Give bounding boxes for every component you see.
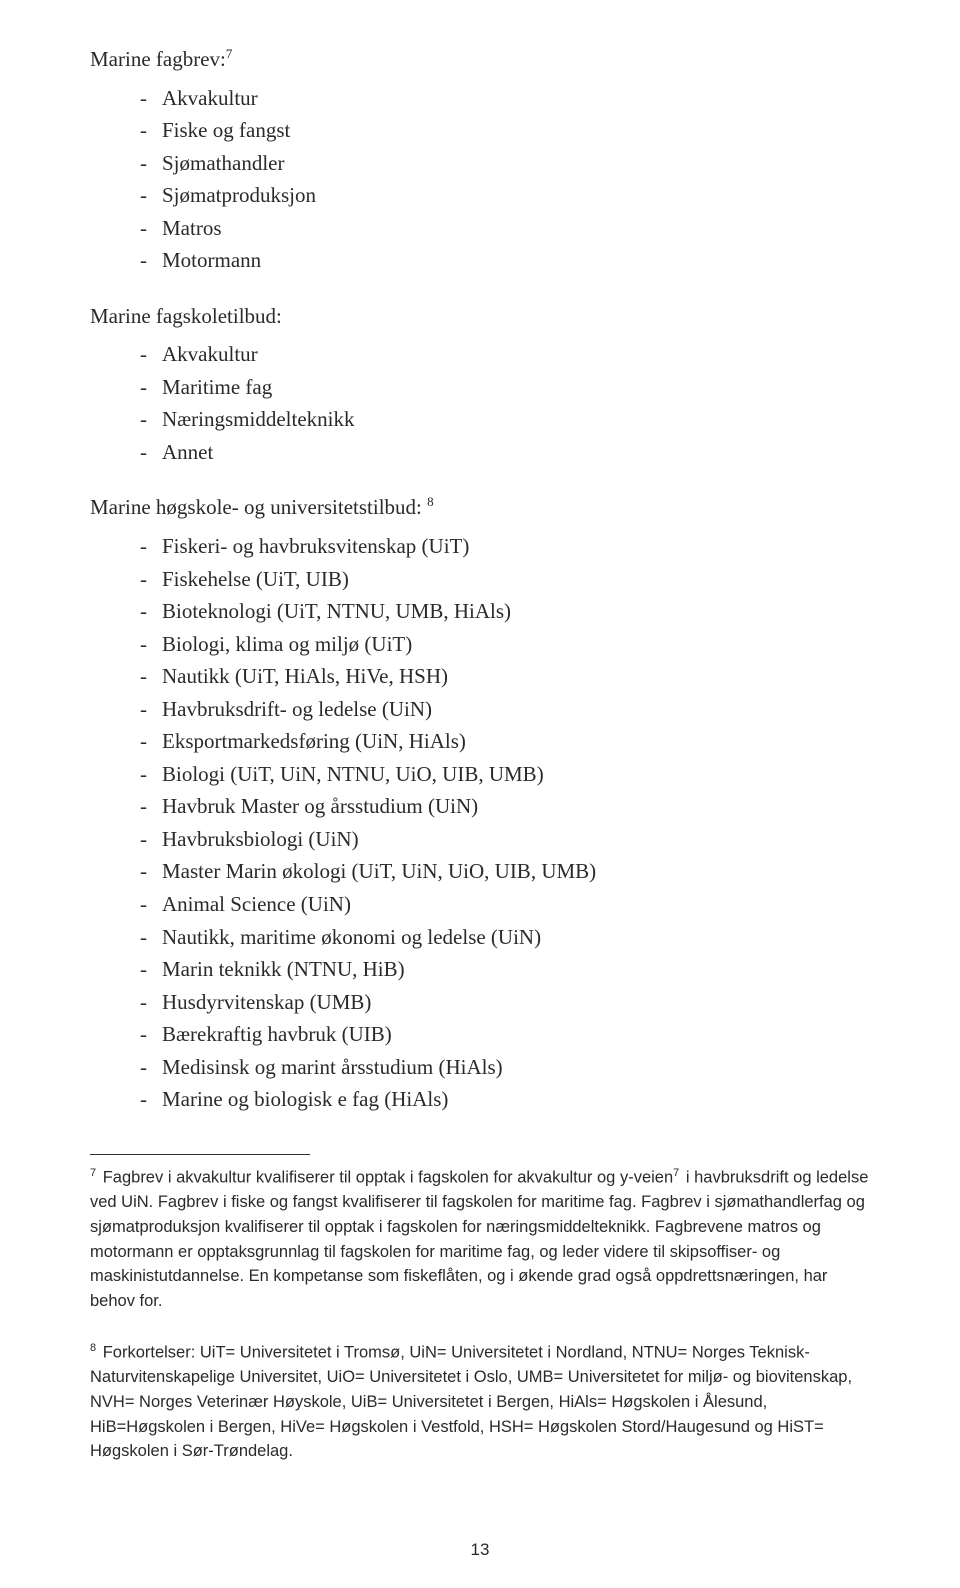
list-item: Havbruksdrift- og ledelse (UiN) [140, 693, 870, 726]
list-item-text: Maritime fag [162, 375, 272, 399]
section3-heading: Marine høgskole- og universitetstilbud: … [90, 492, 870, 524]
list-item: Fiskehelse (UiT, UIB) [140, 563, 870, 596]
list-item-text: Fiske og fangst [162, 118, 290, 142]
list-item: Maritime fag [140, 371, 870, 404]
footnote-7-inline-sup: 7 [673, 1167, 679, 1179]
section3-heading-text: Marine høgskole- og universitetstilbud: [90, 495, 427, 519]
section3-heading-sup: 8 [427, 494, 434, 509]
list-item-text: Eksportmarkedsføring (UiN, HiAls) [162, 729, 466, 753]
section1-list: Akvakultur Fiske og fangst Sjømathandler… [90, 82, 870, 277]
list-item-text: Motormann [162, 248, 261, 272]
list-item: Havbruksbiologi (UiN) [140, 823, 870, 856]
list-item-text: Nautikk (UiT, HiAls, HiVe, HSH) [162, 664, 448, 688]
list-item: Akvakultur [140, 82, 870, 115]
list-item-text: Sjømathandler [162, 151, 284, 175]
list-item-text: Marin teknikk (NTNU, HiB) [162, 957, 405, 981]
list-item-text: Medisinsk og marint årsstudium (HiAls) [162, 1055, 503, 1079]
footnote-7-number: 7 [90, 1167, 96, 1179]
footnote-8-text: Forkortelser: UiT= Universitetet i Troms… [90, 1343, 852, 1460]
list-item-text: Biologi, klima og miljø (UiT) [162, 632, 412, 656]
list-item-text: Nautikk, maritime økonomi og ledelse (Ui… [162, 925, 541, 949]
list-item-text: Havbruk Master og årsstudium (UiN) [162, 794, 478, 818]
list-item: Annet [140, 436, 870, 469]
list-item-text: Husdyrvitenskap (UMB) [162, 990, 371, 1014]
list-item: Nautikk (UiT, HiAls, HiVe, HSH) [140, 660, 870, 693]
footnote-7-text-b: i havbruksdrift og ledelse ved UiN. Fagb… [90, 1168, 868, 1310]
list-item: Nautikk, maritime økonomi og ledelse (Ui… [140, 921, 870, 954]
section1-heading-text: Marine fagbrev: [90, 47, 226, 71]
section1-heading-sup: 7 [226, 46, 233, 61]
list-item-text: Matros [162, 216, 222, 240]
list-item: Matros [140, 212, 870, 245]
list-item: Bioteknologi (UiT, NTNU, UMB, HiAls) [140, 595, 870, 628]
list-item: Sjømathandler [140, 147, 870, 180]
footnote-8-number: 8 [90, 1342, 96, 1354]
list-item-text: Akvakultur [162, 342, 258, 366]
list-item-text: Master Marin økologi (UiT, UiN, UiO, UIB… [162, 859, 596, 883]
list-item: Animal Science (UiN) [140, 888, 870, 921]
list-item: Husdyrvitenskap (UMB) [140, 986, 870, 1019]
section3-list: Fiskeri- og havbruksvitenskap (UiT) Fisk… [90, 530, 870, 1116]
footnote-separator [90, 1154, 310, 1155]
section2-heading: Marine fagskoletilbud: [90, 301, 870, 333]
list-item: Havbruk Master og årsstudium (UiN) [140, 790, 870, 823]
list-item-text: Havbruksbiologi (UiN) [162, 827, 359, 851]
document-page: Marine fagbrev:7 Akvakultur Fiske og fan… [0, 0, 960, 1588]
list-item: Næringsmiddelteknikk [140, 403, 870, 436]
list-item-text: Annet [162, 440, 213, 464]
list-item-text: Fiskehelse (UiT, UIB) [162, 567, 349, 591]
list-item: Sjømatproduksjon [140, 179, 870, 212]
list-item-text: Biologi (UiT, UiN, NTNU, UiO, UIB, UMB) [162, 762, 544, 786]
footnote-7: 7 Fagbrev i akvakultur kvalifiserer til … [90, 1165, 870, 1314]
section2-list: Akvakultur Maritime fag Næringsmiddeltek… [90, 338, 870, 468]
list-item: Biologi, klima og miljø (UiT) [140, 628, 870, 661]
section1-heading: Marine fagbrev:7 [90, 44, 870, 76]
list-item: Marin teknikk (NTNU, HiB) [140, 953, 870, 986]
list-item: Akvakultur [140, 338, 870, 371]
list-item: Marine og biologisk e fag (HiAls) [140, 1083, 870, 1116]
list-item-text: Fiskeri- og havbruksvitenskap (UiT) [162, 534, 469, 558]
list-item-text: Sjømatproduksjon [162, 183, 316, 207]
list-item: Eksportmarkedsføring (UiN, HiAls) [140, 725, 870, 758]
list-item: Bærekraftig havbruk (UIB) [140, 1018, 870, 1051]
footnote-8: 8 Forkortelser: UiT= Universitetet i Tro… [90, 1340, 870, 1464]
list-item-text: Næringsmiddelteknikk [162, 407, 355, 431]
list-item: Fiske og fangst [140, 114, 870, 147]
list-item: Medisinsk og marint årsstudium (HiAls) [140, 1051, 870, 1084]
list-item-text: Akvakultur [162, 86, 258, 110]
footnote-7-text-a: Fagbrev i akvakultur kvalifiserer til op… [98, 1168, 673, 1186]
list-item-text: Havbruksdrift- og ledelse (UiN) [162, 697, 432, 721]
list-item: Master Marin økologi (UiT, UiN, UiO, UIB… [140, 855, 870, 888]
list-item-text: Animal Science (UiN) [162, 892, 351, 916]
page-number: 13 [0, 1540, 960, 1560]
list-item: Biologi (UiT, UiN, NTNU, UiO, UIB, UMB) [140, 758, 870, 791]
list-item-text: Bioteknologi (UiT, NTNU, UMB, HiAls) [162, 599, 511, 623]
list-item: Fiskeri- og havbruksvitenskap (UiT) [140, 530, 870, 563]
list-item-text: Marine og biologisk e fag (HiAls) [162, 1087, 448, 1111]
list-item-text: Bærekraftig havbruk (UIB) [162, 1022, 392, 1046]
section2-heading-text: Marine fagskoletilbud: [90, 304, 282, 328]
list-item: Motormann [140, 244, 870, 277]
